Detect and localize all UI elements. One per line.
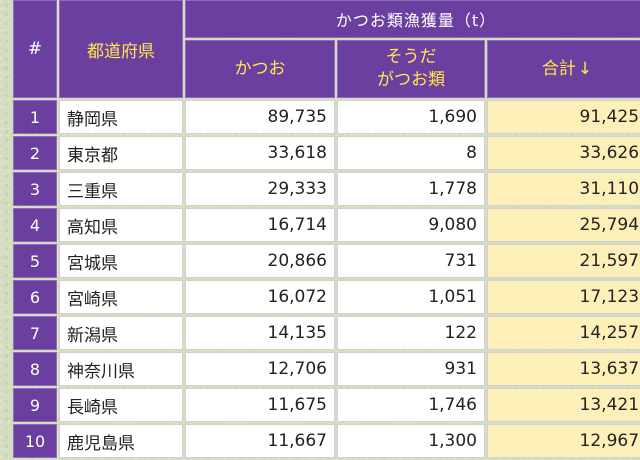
total-header-label: 合計 <box>541 58 576 79</box>
katsuo-cell: 16,714 <box>185 208 335 242</box>
rank-cell: 10 <box>13 424 57 458</box>
sort-down-icon: ↓ <box>577 58 593 79</box>
table-row: 8 神奈川県 12,706 931 13,637 <box>13 352 640 386</box>
rank-cell: 5 <box>13 244 57 278</box>
catch-table: # 都道府県 かつお類漁獲量（t） かつお そうだ がつお類 合計 ↓ 1 静岡県 8… <box>11 0 640 460</box>
souda-cell: 9,080 <box>337 208 485 242</box>
prefecture-cell: 新潟県 <box>59 316 183 350</box>
total-cell: 12,967 <box>487 424 640 458</box>
rank-cell: 2 <box>13 136 57 170</box>
total-cell: 17,123 <box>487 280 640 314</box>
total-header[interactable]: 合計 ↓ <box>487 40 640 98</box>
souda-cell: 1,778 <box>337 172 485 206</box>
souda-cell: 1,051 <box>337 280 485 314</box>
table-header: # 都道府県 かつお類漁獲量（t） かつお そうだ がつお類 合計 ↓ <box>13 0 640 98</box>
table-row: 2 東京都 33,618 8 33,626 <box>13 136 640 170</box>
rank-cell: 8 <box>13 352 57 386</box>
rank-cell: 4 <box>13 208 57 242</box>
souda-cell: 8 <box>337 136 485 170</box>
katsuo-cell: 14,135 <box>185 316 335 350</box>
prefecture-cell: 神奈川県 <box>59 352 183 386</box>
katsuo-cell: 29,333 <box>185 172 335 206</box>
total-cell: 14,257 <box>487 316 640 350</box>
katsuo-cell: 33,618 <box>185 136 335 170</box>
prefecture-cell: 高知県 <box>59 208 183 242</box>
prefecture-header[interactable]: 都道府県 <box>59 0 183 98</box>
total-cell: 13,637 <box>487 352 640 386</box>
souda-header[interactable]: そうだ がつお類 <box>337 40 485 98</box>
katsuo-cell: 16,072 <box>185 280 335 314</box>
table-row: 10 鹿児島県 11,667 1,300 12,967 <box>13 424 640 458</box>
souda-cell: 122 <box>337 316 485 350</box>
total-cell: 31,110 <box>487 172 640 206</box>
total-cell: 25,794 <box>487 208 640 242</box>
table-row: 4 高知県 16,714 9,080 25,794 <box>13 208 640 242</box>
catch-group-header: かつお類漁獲量（t） <box>185 0 640 38</box>
katsuo-cell: 11,667 <box>185 424 335 458</box>
table-body: 1 静岡県 89,735 1,690 91,425 2 東京都 33,618 8 33,626 3 三… <box>13 100 640 458</box>
prefecture-cell: 静岡県 <box>59 100 183 134</box>
souda-cell: 931 <box>337 352 485 386</box>
rank-header[interactable]: # <box>13 0 57 98</box>
rank-cell: 9 <box>13 388 57 422</box>
souda-cell: 1,690 <box>337 100 485 134</box>
prefecture-cell: 鹿児島県 <box>59 424 183 458</box>
table-row: 7 新潟県 14,135 122 14,257 <box>13 316 640 350</box>
prefecture-cell: 三重県 <box>59 172 183 206</box>
table-row: 6 宮崎県 16,072 1,051 17,123 <box>13 280 640 314</box>
katsuo-cell: 11,675 <box>185 388 335 422</box>
total-cell: 13,421 <box>487 388 640 422</box>
souda-cell: 731 <box>337 244 485 278</box>
prefecture-cell: 長崎県 <box>59 388 183 422</box>
header-row-sub: かつお そうだ がつお類 合計 ↓ <box>13 40 640 98</box>
total-cell: 33,626 <box>487 136 640 170</box>
souda-cell: 1,746 <box>337 388 485 422</box>
katsuo-cell: 89,735 <box>185 100 335 134</box>
table-row: 9 長崎県 11,675 1,746 13,421 <box>13 388 640 422</box>
souda-header-line1: そうだ <box>385 47 437 67</box>
table-row: 3 三重県 29,333 1,778 31,110 <box>13 172 640 206</box>
table-row: 1 静岡県 89,735 1,690 91,425 <box>13 100 640 134</box>
prefecture-cell: 宮城県 <box>59 244 183 278</box>
souda-cell: 1,300 <box>337 424 485 458</box>
total-cell: 21,597 <box>487 244 640 278</box>
katsuo-cell: 12,706 <box>185 352 335 386</box>
rank-cell: 6 <box>13 280 57 314</box>
table-row: 5 宮城県 20,866 731 21,597 <box>13 244 640 278</box>
total-cell: 91,425 <box>487 100 640 134</box>
header-row-top: # 都道府県 かつお類漁獲量（t） <box>13 0 640 98</box>
prefecture-cell: 東京都 <box>59 136 183 170</box>
katsuo-header[interactable]: かつお <box>185 40 335 98</box>
rank-cell: 7 <box>13 316 57 350</box>
rank-cell: 1 <box>13 100 57 134</box>
katsuo-cell: 20,866 <box>185 244 335 278</box>
prefecture-cell: 宮崎県 <box>59 280 183 314</box>
rank-cell: 3 <box>13 172 57 206</box>
souda-header-line2: がつお類 <box>377 70 445 90</box>
